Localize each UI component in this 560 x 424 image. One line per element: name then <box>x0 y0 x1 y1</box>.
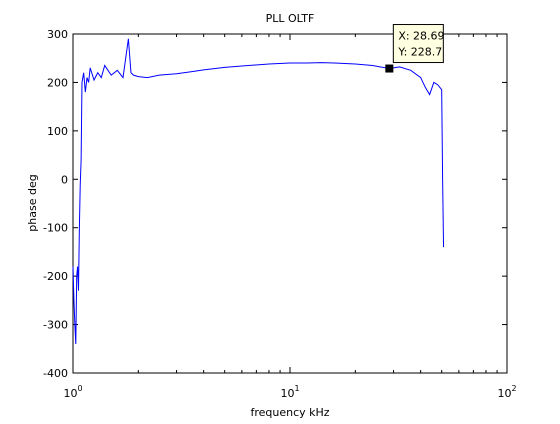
datatip-x-text: X: 28.69 <box>398 30 444 43</box>
datatip-box[interactable]: X: 28.69 Y: 228.7 <box>392 24 445 64</box>
y-tick-label: 100 <box>47 125 68 138</box>
y-tick-label: 200 <box>47 76 68 89</box>
y-tick-label: -100 <box>43 222 68 235</box>
y-tick-label: -300 <box>43 319 68 332</box>
chart-title: PLL OLTF <box>266 12 315 25</box>
plot-area <box>72 33 508 374</box>
y-tick-label: -200 <box>43 270 68 283</box>
datatip-y-text: Y: 228.7 <box>397 46 442 59</box>
x-tick-label: 100 <box>63 384 82 400</box>
y-tick-label: 300 <box>47 28 68 41</box>
y-tick-label: -400 <box>43 367 68 380</box>
x-tick-label: 101 <box>280 384 299 400</box>
series-line <box>72 38 445 344</box>
y-tick-label: 0 <box>61 173 68 186</box>
datatip-marker[interactable] <box>385 64 394 73</box>
y-axis-label: phase deg <box>26 174 39 231</box>
x-axis-label: frequency kHz <box>250 406 329 419</box>
x-tick-label: 102 <box>497 384 516 400</box>
